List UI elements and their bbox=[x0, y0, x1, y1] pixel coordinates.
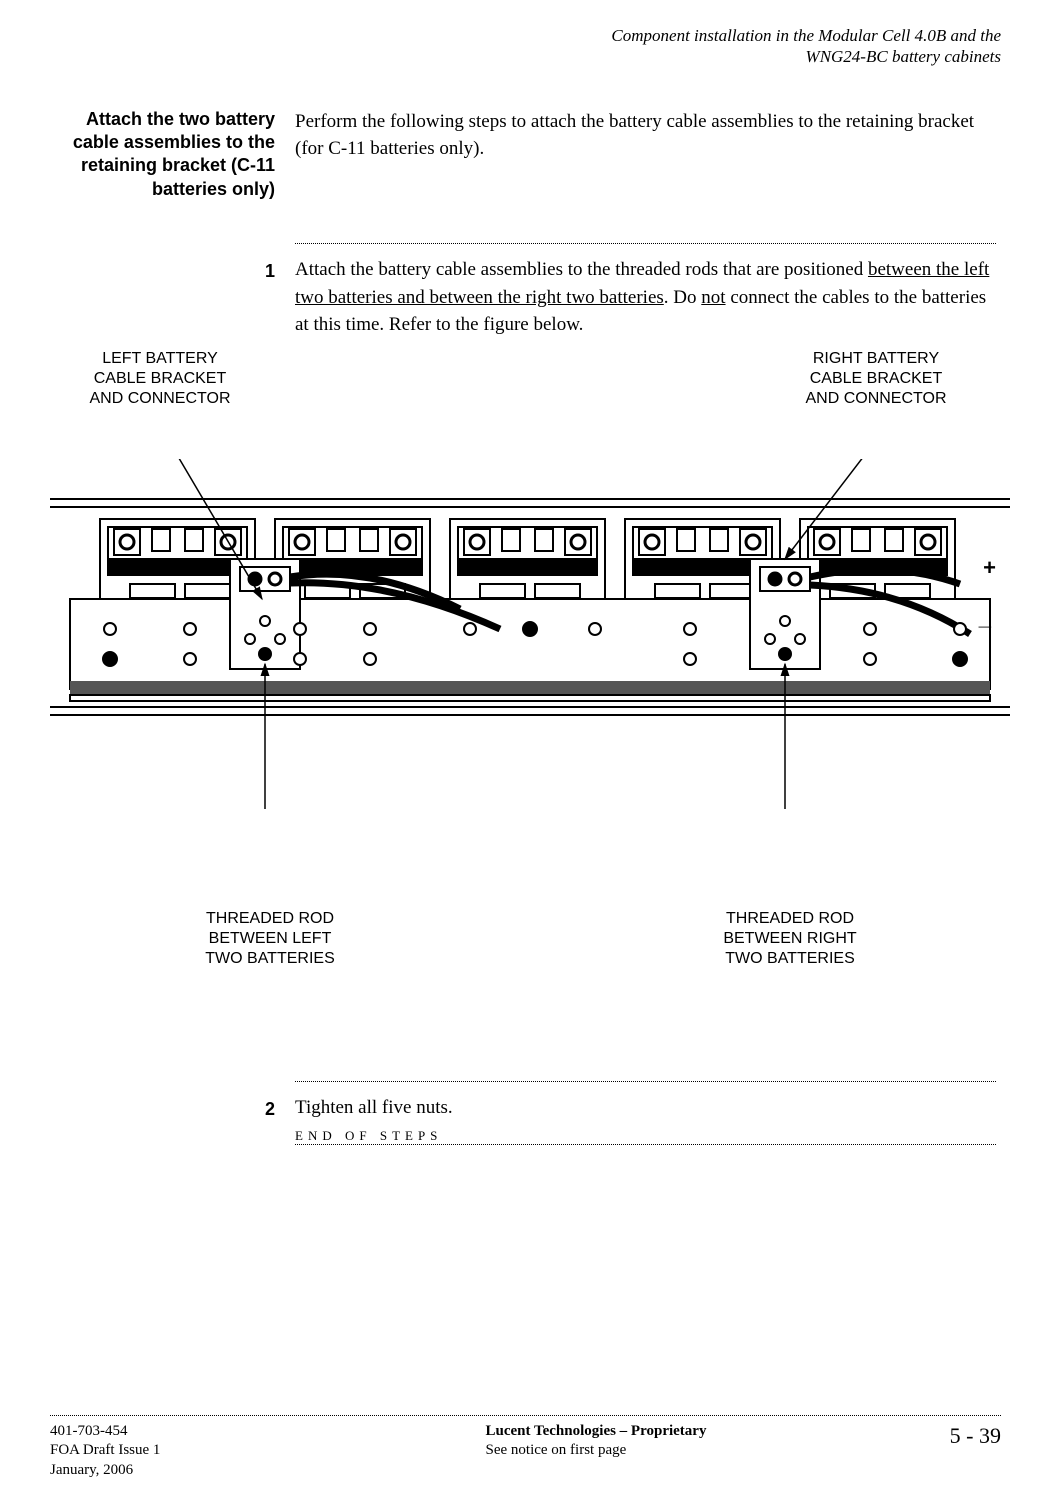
callout-bottom-right: THREADED ROD BETWEEN RIGHT TWO BATTERIES bbox=[700, 909, 880, 969]
callout-bottom-left: THREADED ROD BETWEEN LEFT TWO BATTERIES bbox=[180, 909, 360, 969]
step-2-number: 2 bbox=[50, 1099, 275, 1157]
step-2-text: Tighten all five nuts. bbox=[295, 1097, 453, 1118]
footer-date: January, 2006 bbox=[50, 1462, 133, 1478]
step-1-text-mid: . Do bbox=[664, 287, 701, 308]
header-line-2: WNG24-BC battery cabinets bbox=[806, 47, 1001, 66]
step-1-text-pre: Attach the battery cable assemblies to t… bbox=[295, 259, 868, 280]
callout-top-left: LEFT BATTERY CABLE BRACKET AND CONNECTOR bbox=[70, 349, 250, 409]
page-footer: 401-703-454 FOA Draft Issue 1 January, 2… bbox=[50, 1409, 1001, 1481]
minus-symbol: _ bbox=[979, 604, 991, 632]
step-1-number: 1 bbox=[50, 261, 275, 339]
page-number: 5 - 39 bbox=[861, 1422, 1001, 1481]
plus-symbol: + bbox=[983, 554, 996, 582]
battery-diagram-svg bbox=[50, 459, 1010, 819]
step-1-underline-2: not bbox=[701, 287, 725, 308]
running-header: Component installation in the Modular Ce… bbox=[50, 25, 1001, 68]
footer-issue: FOA Draft Issue 1 bbox=[50, 1442, 160, 1458]
section-side-title: Attach the two battery cable assemblies … bbox=[50, 108, 275, 202]
footer-proprietary: Lucent Technologies – Proprietary bbox=[486, 1423, 707, 1439]
header-line-1: Component installation in the Modular Ce… bbox=[611, 26, 1001, 45]
figure-battery-cable-bracket: LEFT BATTERY CABLE BRACKET AND CONNECTOR… bbox=[50, 349, 1001, 1069]
footer-doc-num: 401-703-454 bbox=[50, 1423, 128, 1439]
footer-notice: See notice on first page bbox=[486, 1442, 627, 1458]
callout-top-right: RIGHT BATTERY CABLE BRACKET AND CONNECTO… bbox=[786, 349, 966, 409]
section-intro: Perform the following steps to attach th… bbox=[295, 108, 1001, 202]
